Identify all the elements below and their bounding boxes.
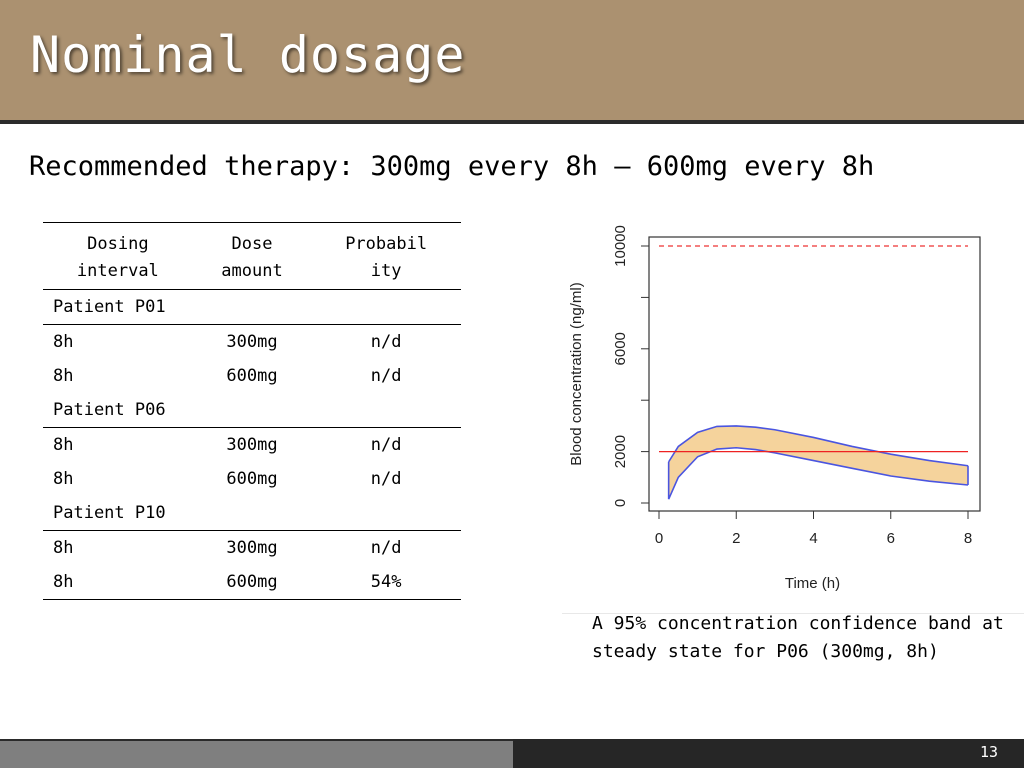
caption-divider (562, 613, 1024, 614)
patient-label: Patient P10 (43, 496, 461, 531)
slide-title: Nominal dosage (30, 26, 466, 84)
y-tick-label: 10000 (612, 225, 629, 267)
cell-interval: 8h (53, 366, 74, 386)
y-tick-label: 6000 (612, 332, 629, 365)
patient-row-p01: Patient P01 (43, 289, 461, 325)
cell-probability: n/d (370, 469, 402, 489)
cell-probability: 54% (311, 565, 461, 600)
confidence-band (668, 425, 968, 500)
slide-subtitle: Recommended therapy: 300mg every 8h – 60… (29, 151, 875, 182)
cell-amount: 300mg (226, 332, 278, 352)
cell-amount: 600mg (192, 565, 312, 600)
cell-probability: n/d (370, 366, 402, 386)
table-row: 8h 600mg n/d (43, 359, 461, 393)
cell-amount: 300mg (226, 435, 278, 455)
chart-caption: A 95% concentration confidence band at s… (592, 613, 1004, 662)
page-number: 13 (979, 743, 998, 761)
y-tick-label: 2000 (612, 435, 629, 468)
table-row: 8h 600mg n/d (43, 462, 461, 496)
header-probability: Probabil ity (311, 222, 461, 290)
header-dose-amount: Dose amount (192, 222, 312, 290)
y-tick-label: 0 (612, 499, 629, 507)
table-row: 8h 300mg n/d (43, 531, 461, 566)
cell-interval: 8h (53, 469, 74, 489)
patient-label: Patient P06 (43, 393, 461, 428)
table-header-row: Dosing interval Dose amount Probabil ity (43, 222, 461, 290)
x-tick-label: 2 (732, 530, 740, 547)
band-upper-line (667, 425, 969, 467)
concentration-chart: 0 2 4 6 8 0 2000 6000 10000 Time (h) Blood concent… (568, 225, 981, 592)
patient-label: Patient P01 (43, 289, 461, 325)
title-bar: Nominal dosage (0, 0, 1024, 124)
plot-frame (648, 236, 981, 512)
x-tick-label: 0 (655, 530, 663, 547)
cell-probability: n/d (370, 332, 402, 352)
patient-row-p10: Patient P10 (43, 496, 461, 531)
cell-amount: 600mg (226, 469, 278, 489)
y-axis-label: Blood concentration (ng/ml) (568, 282, 585, 465)
footer-bar-left (0, 739, 513, 768)
table-row: 8h 600mg 54% (43, 565, 461, 600)
cell-probability: n/d (370, 538, 402, 558)
dosage-table: Dosing interval Dose amount Probabil ity Pa… (43, 222, 461, 600)
cell-interval: 8h (53, 538, 74, 558)
cell-amount: 300mg (226, 538, 278, 558)
footer-bar-right (513, 739, 1024, 768)
cell-interval: 8h (43, 565, 193, 600)
cell-interval: 8h (53, 435, 74, 455)
header-dosing-interval: Dosing interval (43, 222, 193, 290)
patient-row-p06: Patient P06 (43, 393, 461, 428)
table-row: 8h 300mg n/d (43, 428, 461, 463)
x-axis-label: Time (h) (785, 575, 840, 592)
cell-amount: 600mg (226, 366, 278, 386)
table-row: 8h 300mg n/d (43, 325, 461, 360)
x-tick-label: 8 (964, 530, 972, 547)
x-tick-label: 6 (887, 530, 895, 547)
x-tick-label: 4 (809, 530, 817, 547)
cell-interval: 8h (53, 332, 74, 352)
cell-probability: n/d (370, 435, 402, 455)
